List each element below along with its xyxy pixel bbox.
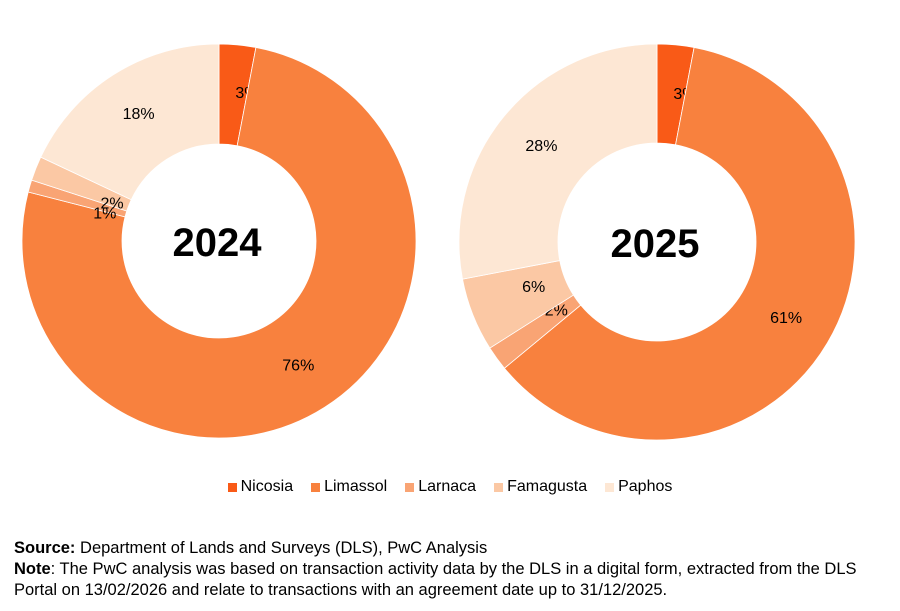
slice-2024-paphos	[40, 43, 220, 201]
legend: Nicosia Limassol Larnaca Famagusta Papho…	[0, 478, 900, 496]
legend-swatch-larnaca	[405, 482, 415, 492]
legend-item-limassol: Limassol	[311, 478, 387, 496]
legend-item-famagusta: Famagusta	[494, 478, 587, 496]
slice-2025-limassol	[503, 47, 856, 441]
donut-charts: 3%76%1%2%18%20243%61%2%6%28%2025	[21, 43, 856, 441]
source-label: Source:	[14, 539, 76, 557]
slice-label-2024-paphos: 18%	[123, 106, 155, 123]
slice-2025-paphos	[458, 43, 658, 280]
legend-label-paphos: Paphos	[618, 478, 673, 495]
center-label-2024: 2024	[173, 221, 263, 265]
slice-label-2024-limassol: 76%	[282, 357, 314, 374]
slice-label-2025-famagusta: 6%	[522, 279, 545, 296]
legend-swatch-limassol	[311, 482, 321, 492]
slice-label-2025-limassol: 61%	[770, 310, 802, 327]
note-line: Note: The PwC analysis was based on tran…	[14, 559, 890, 601]
legend-item-paphos: Paphos	[605, 478, 672, 496]
legend-swatch-famagusta	[494, 482, 504, 492]
note-label: Note	[14, 560, 51, 578]
note-text: : The PwC analysis was based on transact…	[14, 560, 857, 599]
slice-label-2025-paphos: 28%	[525, 138, 557, 155]
source-line: Source: Department of Lands and Surveys …	[14, 538, 890, 559]
slice-2024-limassol	[21, 47, 417, 439]
legend-item-larnaca: Larnaca	[405, 478, 476, 496]
source-text: Department of Lands and Surveys (DLS), P…	[75, 539, 488, 557]
donut-2025: 3%61%2%6%28%2025	[458, 43, 856, 441]
center-label-2025: 2025	[611, 222, 700, 266]
legend-label-nicosia: Nicosia	[240, 478, 294, 495]
legend-label-limassol: Limassol	[324, 478, 388, 495]
legend-swatch-nicosia	[227, 482, 237, 492]
footer-notes: Source: Department of Lands and Surveys …	[14, 538, 890, 601]
donut-2024: 3%76%1%2%18%2024	[21, 43, 417, 439]
slice-label-2024-famagusta: 2%	[100, 196, 123, 213]
legend-label-famagusta: Famagusta	[507, 478, 588, 495]
legend-item-nicosia: Nicosia	[227, 478, 294, 496]
slice-label-2024-larnaca: 1%	[93, 206, 116, 223]
legend-swatch-paphos	[605, 482, 615, 492]
legend-label-larnaca: Larnaca	[418, 478, 477, 495]
